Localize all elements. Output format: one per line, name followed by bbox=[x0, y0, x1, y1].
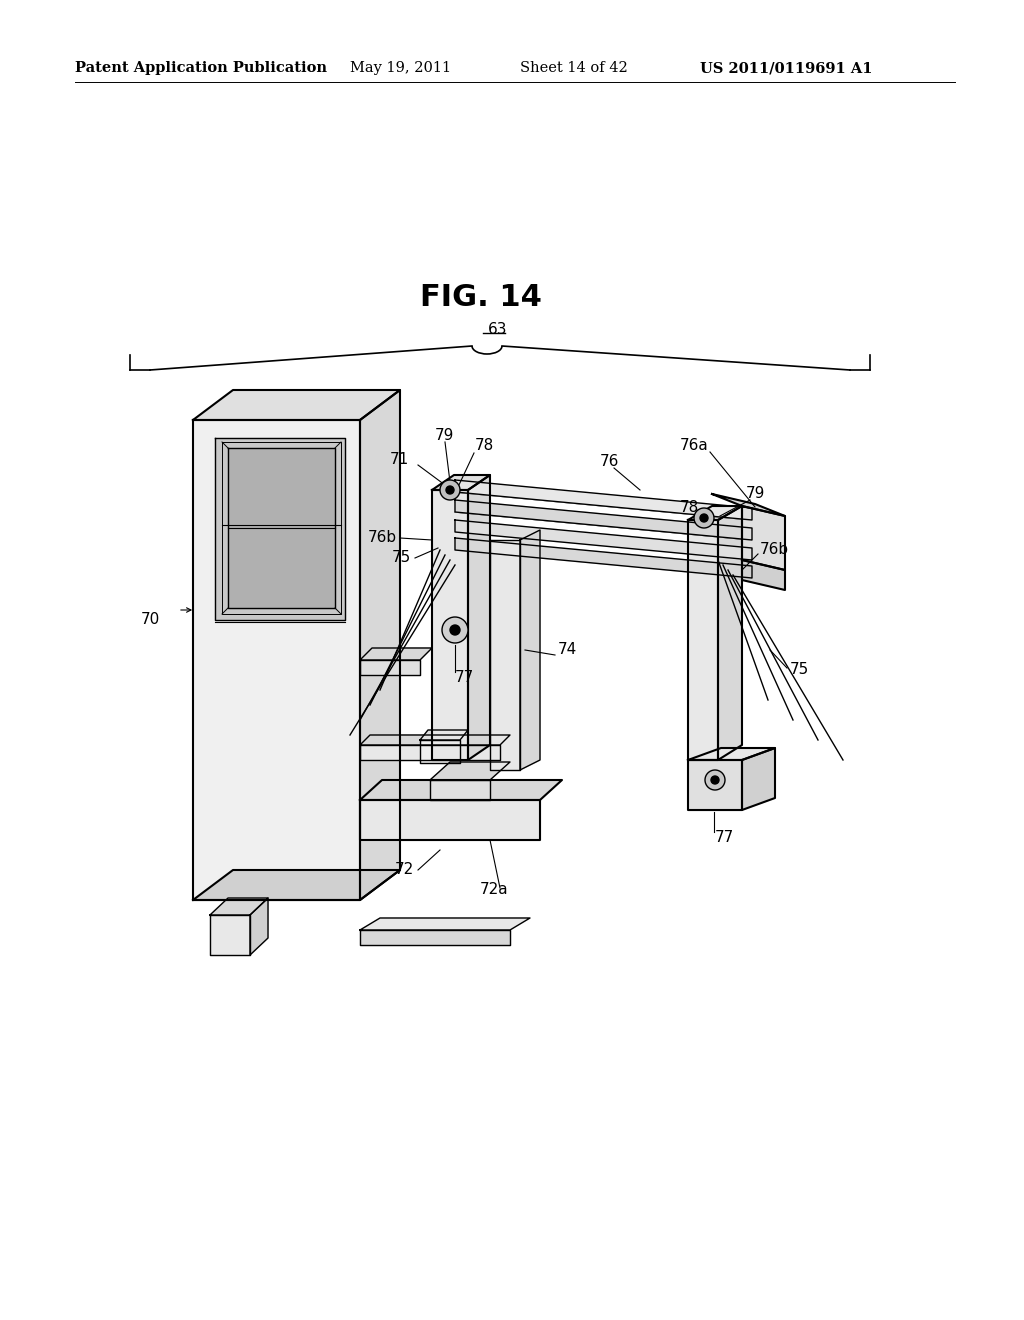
Polygon shape bbox=[210, 898, 268, 915]
Polygon shape bbox=[468, 475, 490, 760]
Circle shape bbox=[440, 480, 460, 500]
Text: 76b: 76b bbox=[368, 531, 397, 545]
Text: FIG. 14: FIG. 14 bbox=[420, 284, 542, 313]
Polygon shape bbox=[432, 475, 490, 490]
Circle shape bbox=[450, 624, 460, 635]
Polygon shape bbox=[490, 540, 520, 770]
Text: Sheet 14 of 42: Sheet 14 of 42 bbox=[520, 61, 628, 75]
Polygon shape bbox=[360, 931, 510, 945]
Polygon shape bbox=[360, 389, 400, 900]
Polygon shape bbox=[360, 780, 562, 800]
Polygon shape bbox=[360, 744, 500, 760]
Polygon shape bbox=[210, 915, 250, 954]
Polygon shape bbox=[420, 730, 468, 741]
Polygon shape bbox=[193, 389, 400, 420]
Circle shape bbox=[700, 513, 708, 521]
Text: 79: 79 bbox=[435, 428, 455, 442]
Polygon shape bbox=[742, 748, 775, 810]
Text: 72: 72 bbox=[395, 862, 415, 878]
Polygon shape bbox=[688, 748, 775, 760]
Text: 78: 78 bbox=[680, 500, 699, 516]
Polygon shape bbox=[430, 780, 490, 800]
Circle shape bbox=[442, 616, 468, 643]
Text: 79: 79 bbox=[746, 487, 765, 502]
Text: 71: 71 bbox=[390, 453, 410, 467]
Polygon shape bbox=[742, 560, 785, 590]
Text: May 19, 2011: May 19, 2011 bbox=[350, 61, 452, 75]
Text: 74: 74 bbox=[558, 643, 578, 657]
Polygon shape bbox=[215, 438, 345, 620]
Text: 63: 63 bbox=[488, 322, 508, 337]
Polygon shape bbox=[360, 648, 432, 660]
Text: 75: 75 bbox=[790, 663, 809, 677]
Polygon shape bbox=[228, 447, 335, 609]
Polygon shape bbox=[688, 760, 742, 810]
Text: 72a: 72a bbox=[480, 883, 509, 898]
Polygon shape bbox=[420, 741, 460, 763]
Polygon shape bbox=[360, 735, 510, 744]
Polygon shape bbox=[688, 506, 742, 520]
Polygon shape bbox=[193, 420, 360, 900]
Polygon shape bbox=[712, 494, 785, 516]
Polygon shape bbox=[432, 490, 468, 760]
Circle shape bbox=[705, 770, 725, 789]
Polygon shape bbox=[360, 917, 530, 931]
Text: 76: 76 bbox=[600, 454, 620, 470]
Polygon shape bbox=[193, 870, 400, 900]
Polygon shape bbox=[360, 660, 420, 675]
Text: 78: 78 bbox=[475, 437, 495, 453]
Polygon shape bbox=[718, 506, 742, 760]
Text: 70: 70 bbox=[140, 612, 160, 627]
Text: 77: 77 bbox=[715, 830, 734, 846]
Polygon shape bbox=[455, 520, 752, 560]
Polygon shape bbox=[455, 500, 752, 540]
Text: 76a: 76a bbox=[680, 438, 709, 454]
Text: 75: 75 bbox=[392, 550, 412, 565]
Text: 76b: 76b bbox=[760, 543, 790, 557]
Text: US 2011/0119691 A1: US 2011/0119691 A1 bbox=[700, 61, 872, 75]
Polygon shape bbox=[520, 531, 540, 770]
Polygon shape bbox=[742, 506, 785, 570]
Text: Patent Application Publication: Patent Application Publication bbox=[75, 61, 327, 75]
Polygon shape bbox=[455, 480, 752, 520]
Circle shape bbox=[711, 776, 719, 784]
Polygon shape bbox=[688, 520, 718, 760]
Polygon shape bbox=[455, 539, 752, 578]
Polygon shape bbox=[250, 898, 268, 954]
Circle shape bbox=[446, 486, 454, 494]
Circle shape bbox=[694, 508, 714, 528]
Polygon shape bbox=[430, 762, 510, 780]
Polygon shape bbox=[360, 800, 540, 840]
Text: 77: 77 bbox=[455, 671, 474, 685]
